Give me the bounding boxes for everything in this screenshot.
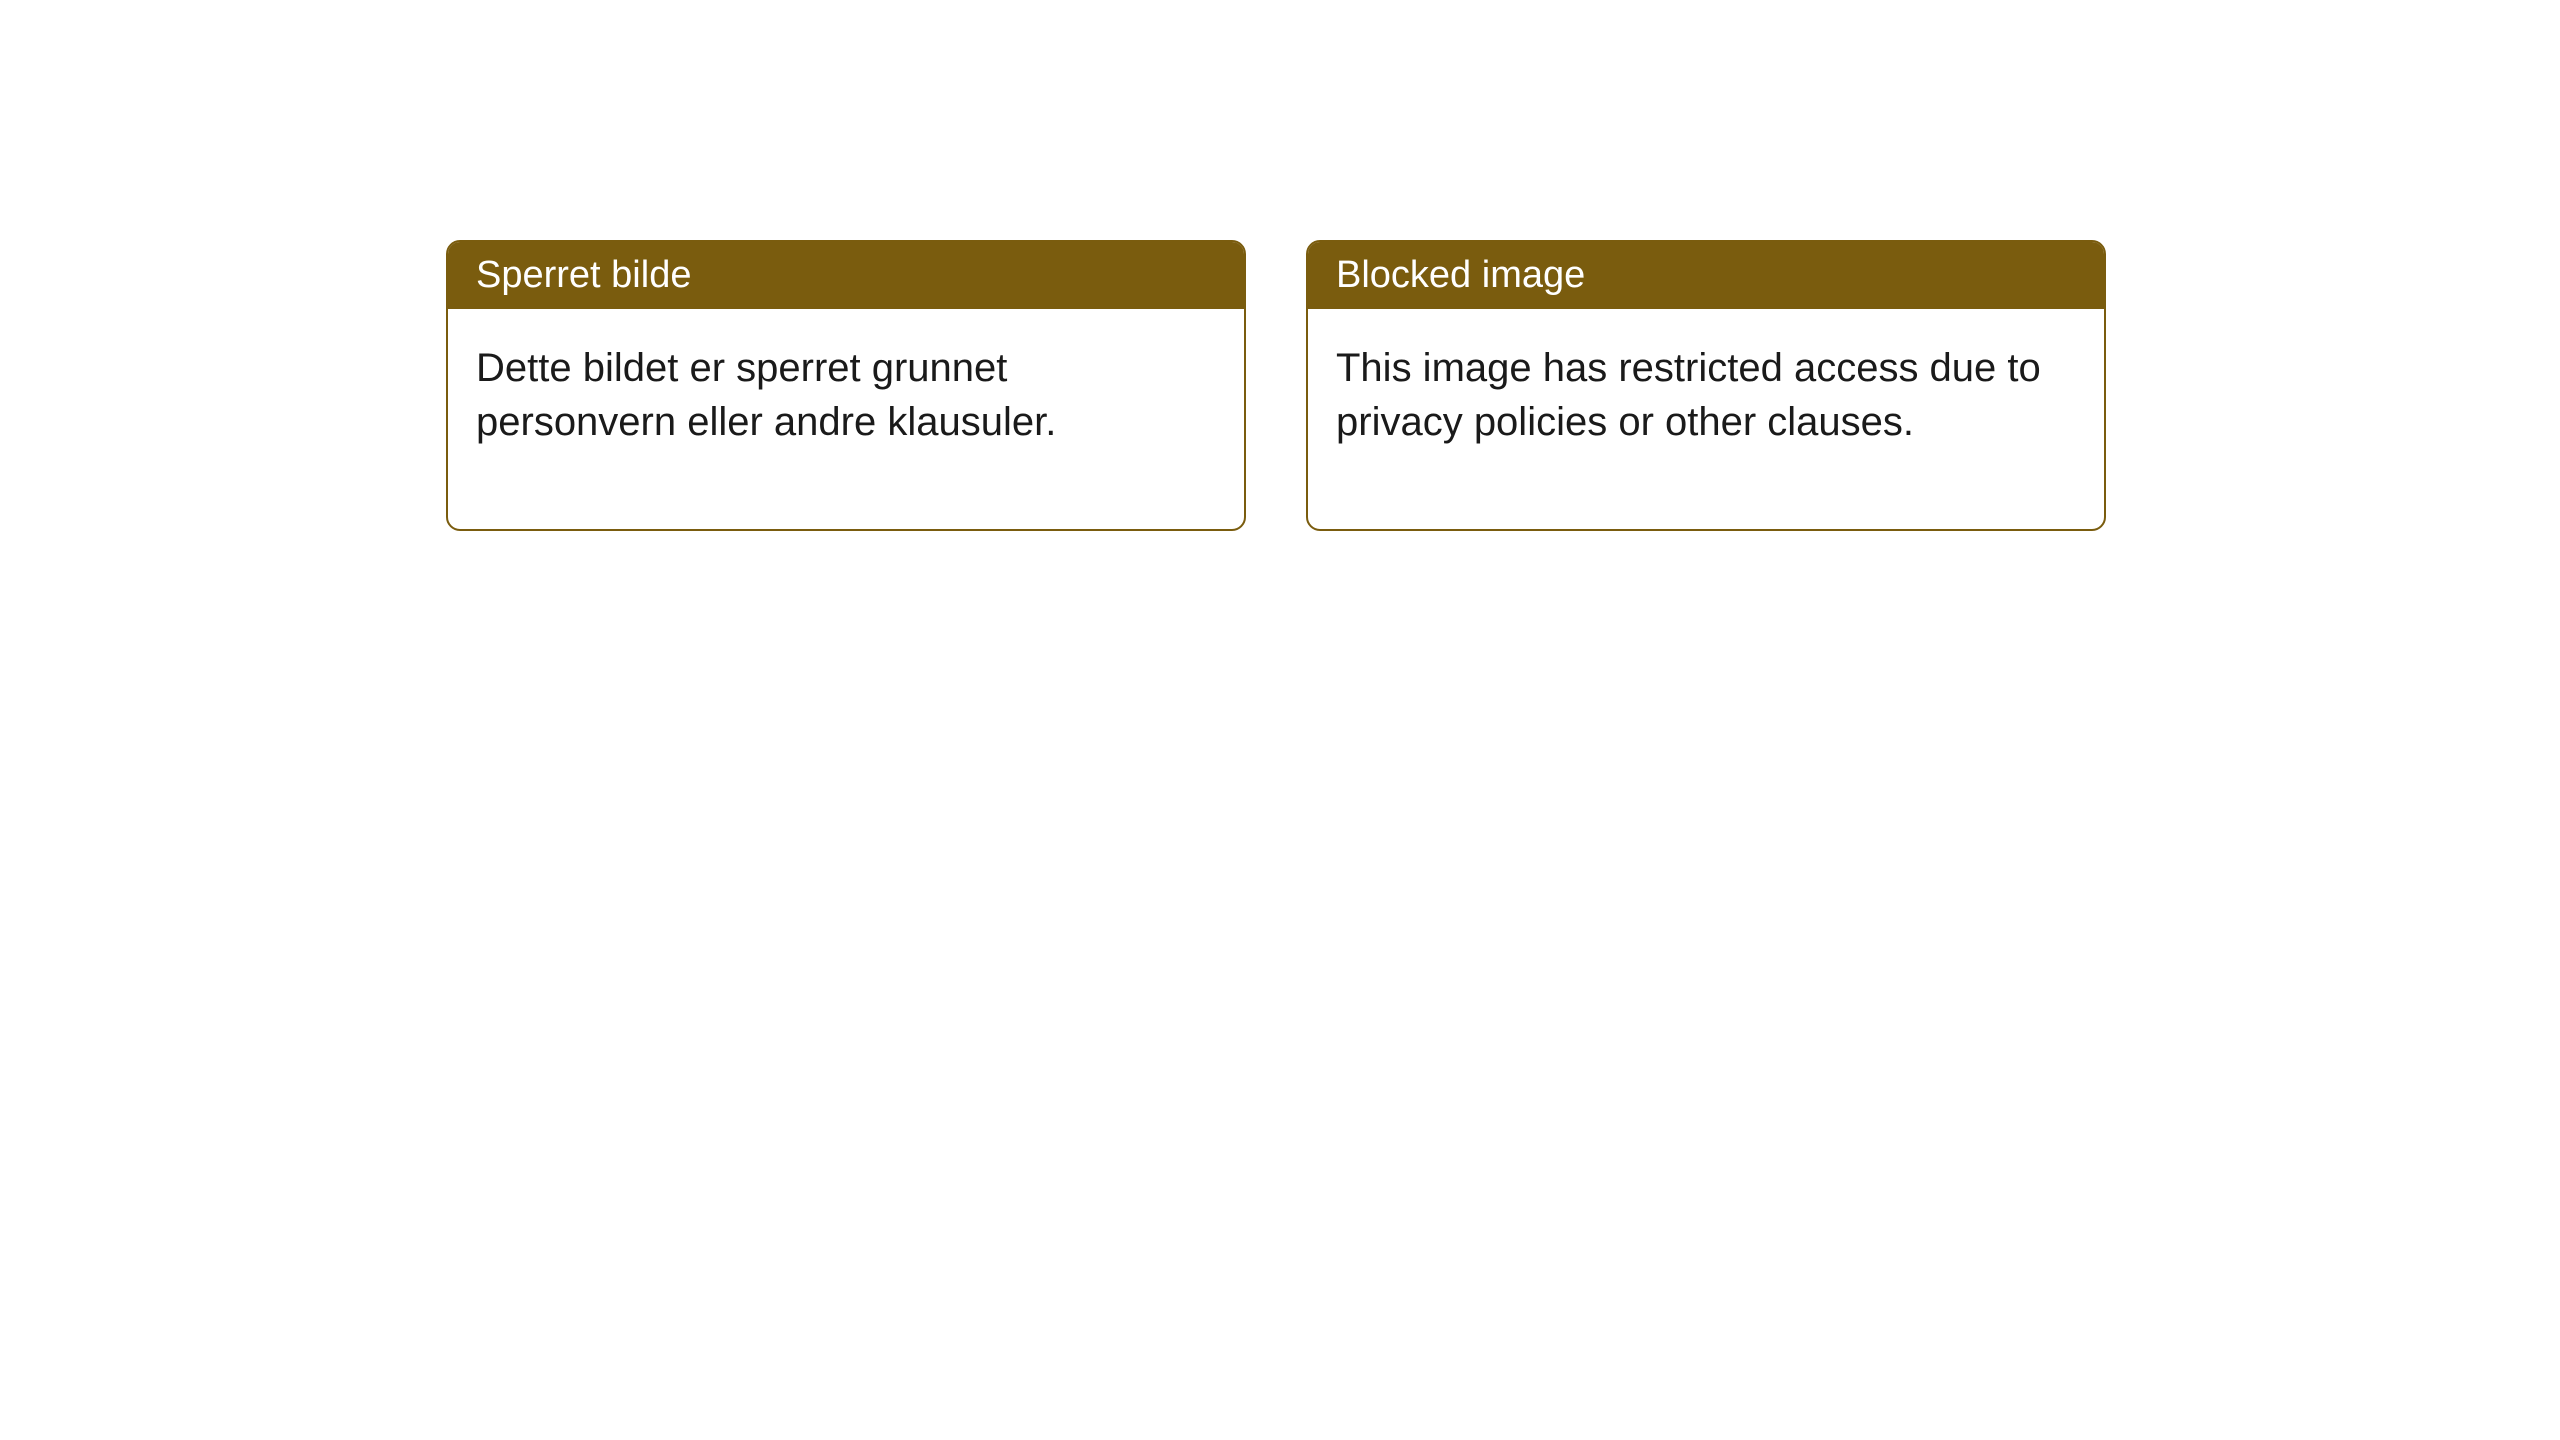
notice-text: This image has restricted access due to …	[1336, 346, 2041, 444]
notice-body: This image has restricted access due to …	[1308, 309, 2104, 529]
notice-card-english: Blocked image This image has restricted …	[1306, 240, 2106, 531]
notice-container: Sperret bilde Dette bildet er sperret gr…	[446, 240, 2106, 531]
notice-header: Sperret bilde	[448, 242, 1244, 309]
notice-card-norwegian: Sperret bilde Dette bildet er sperret gr…	[446, 240, 1246, 531]
notice-text: Dette bildet er sperret grunnet personve…	[476, 346, 1056, 444]
notice-header: Blocked image	[1308, 242, 2104, 309]
notice-body: Dette bildet er sperret grunnet personve…	[448, 309, 1244, 529]
notice-title: Blocked image	[1336, 254, 1585, 296]
notice-title: Sperret bilde	[476, 254, 691, 296]
